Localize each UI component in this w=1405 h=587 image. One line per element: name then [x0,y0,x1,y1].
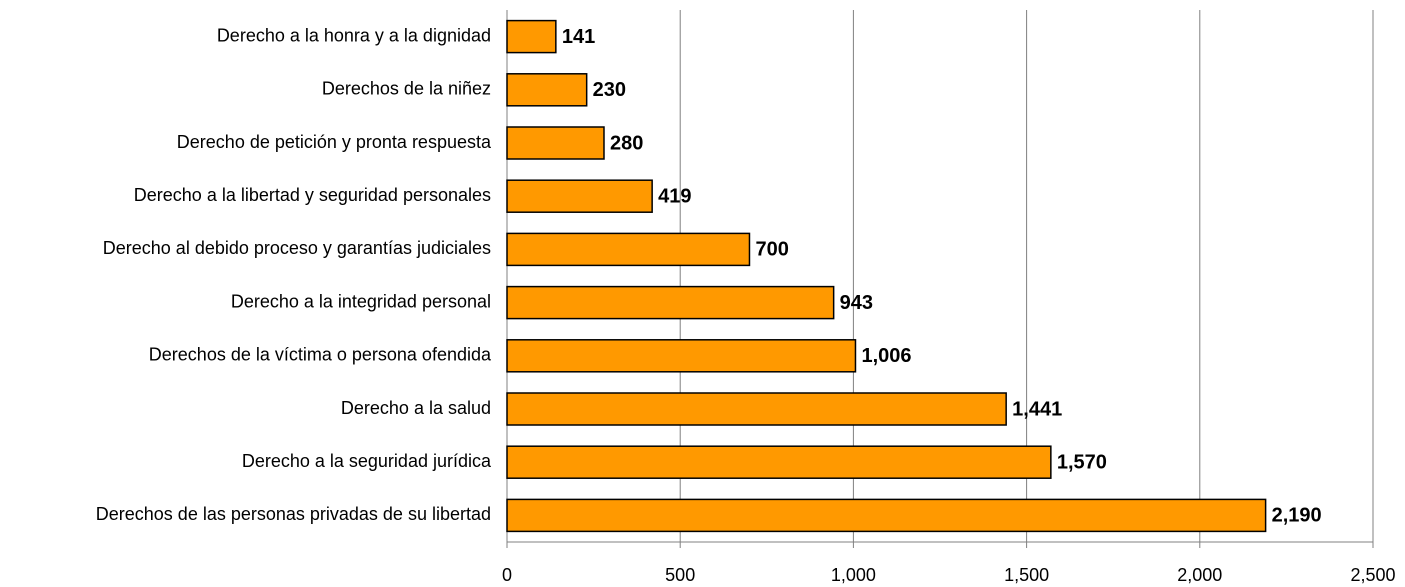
bar [506,19,557,54]
x-tick-label: 0 [502,565,512,585]
bar [506,339,857,373]
value-label: 700 [755,239,788,261]
value-label: 230 [593,79,626,101]
y-tick-label: Derecho a la honra y a la dignidad [217,25,491,45]
y-tick-label: Derecho a la salud [341,398,491,418]
y-tick-label: Derechos de las personas privadas de su … [96,504,491,524]
value-label: 1,006 [861,345,911,367]
y-tick-label: Derechos de la víctima o persona ofendid… [149,345,492,365]
value-label: 943 [840,292,873,314]
y-tick-label: Derecho a la integridad personal [231,291,491,311]
x-tick-label: 1,500 [1004,565,1049,585]
bar [506,73,588,107]
value-label: 2,190 [1272,505,1322,527]
bar [506,232,751,267]
x-tick-label: 500 [665,565,695,585]
value-label: 419 [658,185,691,207]
bar [506,498,1267,533]
bar [506,392,1007,426]
y-tick-label: Derechos de la niñez [322,79,491,99]
x-tick-label: 2,000 [1177,565,1222,585]
x-tick-label: 2,500 [1350,565,1395,585]
bar [506,445,1052,479]
y-tick-label: Derecho al debido proceso y garantías ju… [103,238,491,258]
x-tick-label: 1,000 [831,565,876,585]
y-tick-label: Derecho de petición y pronta respuesta [177,132,492,152]
value-label: 1,570 [1057,451,1107,473]
y-tick-label: Derecho a la libertad y seguridad person… [134,185,491,205]
value-label: 280 [610,132,643,154]
bar [506,179,653,213]
y-tick-label: Derecho a la seguridad jurídica [242,451,492,471]
bar [506,285,835,320]
value-label: 141 [562,26,595,48]
bar [506,126,605,160]
value-label: 1,441 [1012,398,1062,420]
